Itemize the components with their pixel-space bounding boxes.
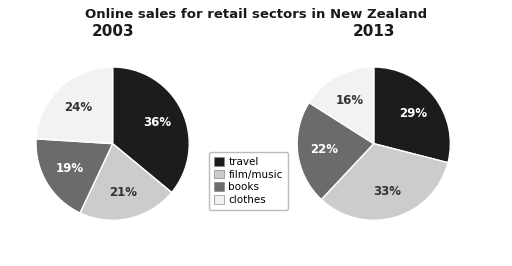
Wedge shape (36, 139, 113, 213)
Wedge shape (297, 103, 374, 200)
Legend: travel, film/music, books, clothes: travel, film/music, books, clothes (208, 152, 288, 210)
Text: 19%: 19% (56, 163, 84, 176)
Wedge shape (113, 67, 189, 193)
Text: 29%: 29% (399, 107, 427, 120)
Text: 2013: 2013 (352, 24, 395, 39)
Text: 22%: 22% (310, 143, 338, 156)
Wedge shape (36, 67, 113, 144)
Text: 16%: 16% (336, 94, 364, 106)
Text: Online sales for retail sectors in New Zealand: Online sales for retail sectors in New Z… (85, 8, 427, 21)
Wedge shape (309, 67, 374, 144)
Text: 33%: 33% (374, 185, 401, 198)
Text: 2003: 2003 (91, 24, 134, 39)
Wedge shape (80, 144, 172, 220)
Text: 24%: 24% (65, 101, 93, 114)
Text: 21%: 21% (110, 186, 138, 199)
Text: 36%: 36% (144, 116, 172, 129)
Wedge shape (322, 144, 448, 220)
Wedge shape (374, 67, 451, 163)
